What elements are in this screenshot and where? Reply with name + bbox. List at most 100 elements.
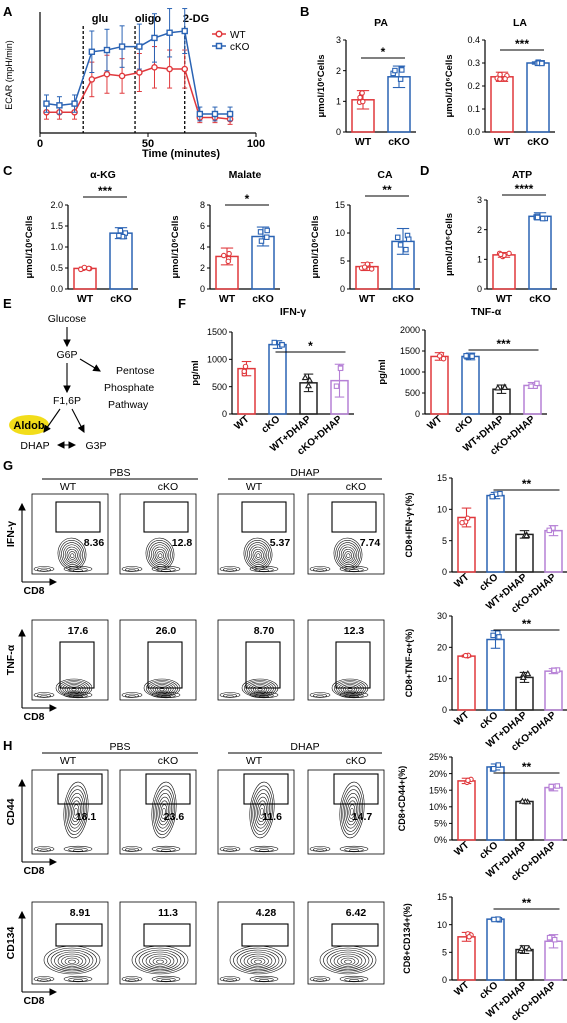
node-pentose-line3: Pathway — [108, 399, 149, 411]
flow-x-axis-label: CD8 — [23, 865, 44, 877]
data-point — [502, 76, 508, 82]
density-contour — [156, 793, 172, 829]
density-contour — [66, 548, 78, 562]
density-contour — [349, 569, 359, 572]
data-point — [360, 98, 366, 105]
marker-label-2dg: 2-DG — [183, 13, 209, 25]
gate-percentage: 6.42 — [346, 907, 367, 919]
ecar-point-cko — [196, 110, 204, 118]
column-label-cko: cKO — [346, 755, 366, 767]
ecar-point-cko — [151, 34, 158, 42]
x-tick-label: cKO — [529, 293, 551, 305]
y-tick-label: 0 — [336, 127, 341, 137]
bar-cko-dhap — [523, 384, 542, 415]
significance-stars: ** — [522, 760, 532, 774]
ifng-flow-row: 8.36 12.8 5.37 7.74 IFN-γ CD8 — [5, 493, 385, 597]
data-point — [264, 227, 270, 234]
flow-y-axis-label: CD44 — [5, 798, 17, 825]
x-tick-label: cKO — [453, 414, 476, 436]
pa-bar-chart: 0 1 2 3 WT cKO * PA μmol/10⁶Cells — [316, 17, 416, 148]
density-contour — [344, 551, 353, 560]
density-contour — [152, 684, 172, 694]
data-point — [491, 916, 497, 923]
flow-plot: 5.37 — [217, 493, 295, 575]
flow-plot: 6.42 — [307, 901, 385, 985]
x-tick-label: cKO — [478, 710, 501, 732]
panel-letter-d: D — [420, 163, 429, 178]
bar-wt-dhap — [515, 533, 534, 573]
y-tick-label: 0 — [442, 975, 447, 985]
gate-percentage: 8.91 — [70, 907, 91, 919]
chart-title: Malate — [229, 169, 262, 181]
chart-title: TNF-α — [471, 306, 502, 318]
flow-plot-frame — [307, 493, 385, 575]
y-tick-label: 1 — [477, 255, 482, 265]
y-axis-label: CD8+CD44+(%) — [397, 766, 407, 832]
density-contour — [350, 807, 354, 816]
group-label-pbs: PBS — [109, 467, 130, 479]
significance-stars: * — [308, 339, 313, 353]
gate-percentage: 4.28 — [256, 907, 277, 919]
gate-percentage: 8.36 — [84, 537, 105, 549]
flow-cytometry-panels: PBS DHAP WT cKO WT cKO 8.36 12.8 5.37 7.74 IFN-γ CD… — [5, 467, 385, 1007]
data-point — [397, 242, 404, 248]
density-contour — [47, 947, 97, 973]
legend-cko-label: cKO — [230, 42, 250, 53]
x-tick-label: cKO — [388, 136, 410, 148]
data-point — [405, 236, 412, 242]
ecar-x-axis-label: Time (minutes) — [142, 148, 220, 160]
y-tick-label: 20 — [437, 643, 447, 653]
y-tick-label: 2.0 — [50, 200, 63, 210]
group-label-pbs: PBS — [109, 741, 130, 753]
density-contour — [259, 569, 269, 572]
node-f16p: F1,6P — [53, 395, 81, 407]
density-contour — [340, 684, 360, 694]
density-contour — [345, 796, 359, 826]
density-contour — [71, 688, 77, 692]
density-contour — [240, 951, 276, 970]
density-contour — [247, 955, 269, 967]
y-tick-label: 1 — [336, 97, 341, 107]
group-label-dhap: DHAP — [290, 741, 319, 753]
y-tick-label: 1000 — [207, 355, 227, 365]
density-contour — [74, 807, 78, 816]
y-tick-label: 15 — [437, 892, 447, 902]
significance-stars: *** — [496, 337, 510, 351]
data-point — [554, 783, 561, 789]
density-contour — [316, 695, 324, 698]
y-tick-label: 5 — [442, 948, 447, 958]
y-tick-label: 0.1 — [467, 104, 480, 114]
y-axis-label: μmol/10⁶Cells — [170, 216, 181, 279]
density-contour — [256, 553, 261, 559]
data-point — [225, 258, 231, 265]
density-contour — [249, 544, 268, 566]
density-contour — [250, 957, 266, 966]
gate-percentage: 12.8 — [172, 537, 193, 549]
group-header: PBS DHAP WT cKO WT cKO — [42, 467, 382, 493]
flow-plot: 11.6 — [217, 769, 295, 855]
y-tick-label: 0 — [222, 409, 227, 419]
marker-label-glu: glu — [92, 13, 109, 25]
x-tick-label: WT — [355, 136, 372, 148]
density-contour — [65, 785, 87, 835]
x-tick-label: cKO — [252, 293, 274, 305]
malate-bar-chart: 0 2 4 6 8 WT cKO * Malate μmol/10⁶Cells — [170, 169, 280, 305]
density-contour — [340, 957, 356, 966]
density-contour — [50, 949, 94, 972]
y-tick-label: 500 — [405, 388, 420, 398]
data-point — [81, 264, 88, 271]
gate-box — [143, 501, 189, 533]
density-contour — [335, 539, 361, 569]
y-tick-label: 10 — [437, 674, 447, 684]
y-tick-label: 3 — [336, 35, 341, 45]
y-tick-label: 10 — [437, 505, 447, 515]
density-contour — [259, 849, 269, 852]
density-contour — [71, 800, 81, 823]
flow-plot: 17.6 — [31, 619, 109, 701]
density-contour — [316, 849, 324, 852]
bar-wt — [457, 780, 476, 841]
gate-percentage: 7.74 — [360, 537, 381, 549]
